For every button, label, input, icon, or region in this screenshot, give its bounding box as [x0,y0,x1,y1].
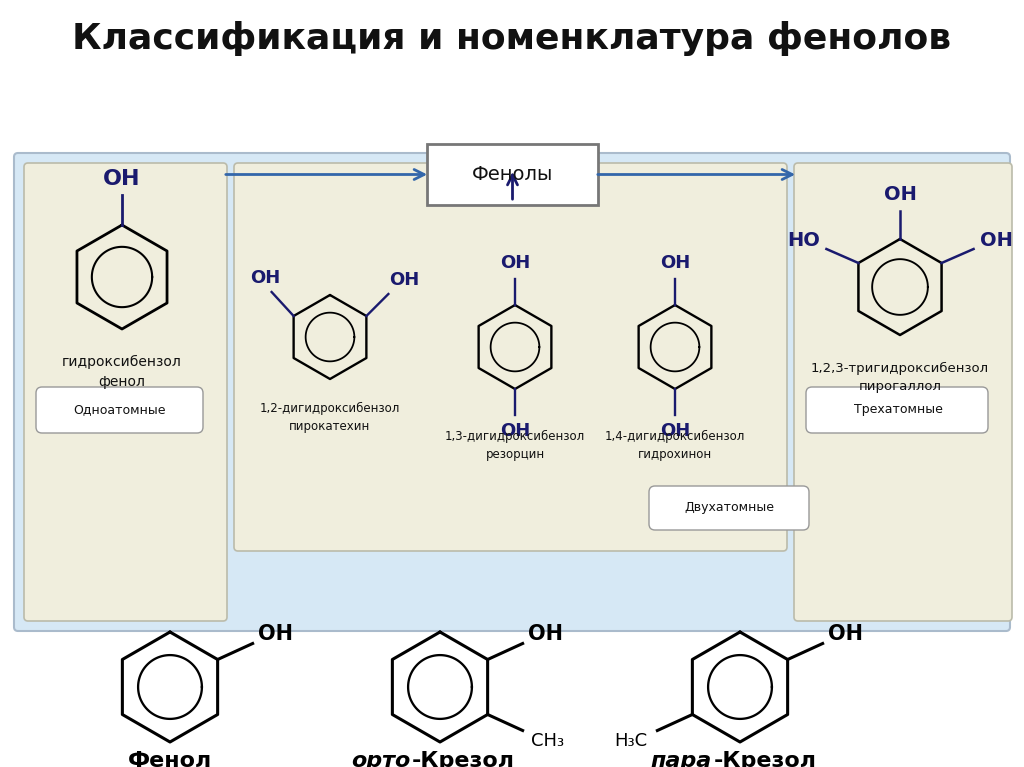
Text: -Крезол: -Крезол [412,751,515,767]
Text: CH₃: CH₃ [531,732,564,749]
Text: OH: OH [258,624,293,644]
Text: OH: OH [980,232,1013,251]
Text: Классификация и номенклатура фенолов: Классификация и номенклатура фенолов [73,21,951,57]
Text: -Крезол: -Крезол [714,751,817,767]
Text: 1,2-дигидроксибензол
пирокатехин: 1,2-дигидроксибензол пирокатехин [260,401,400,433]
FancyBboxPatch shape [806,387,988,433]
FancyBboxPatch shape [14,153,1010,631]
Text: 1,4-дигидроксибензол
гидрохинон: 1,4-дигидроксибензол гидрохинон [605,430,745,460]
FancyBboxPatch shape [234,163,787,551]
Text: OH: OH [528,624,563,644]
Text: OH: OH [251,269,281,287]
Text: OH: OH [103,169,140,189]
Text: OH: OH [828,624,863,644]
Text: OH: OH [884,186,916,205]
Text: орто: орто [351,751,410,767]
Text: HO: HO [787,232,820,251]
FancyBboxPatch shape [24,163,227,621]
Text: Одноатомные: Одноатомные [74,403,166,416]
Text: Двухатомные: Двухатомные [684,502,774,515]
Text: Трехатомные: Трехатомные [854,403,942,416]
Text: OH: OH [389,271,420,289]
Text: H₃C: H₃C [613,732,647,749]
Text: Фенолы: Фенолы [472,165,553,184]
Text: OH: OH [500,422,530,440]
Text: OH: OH [500,254,530,272]
Text: 1,2,3-тригидроксибензол
пирогаллол: 1,2,3-тригидроксибензол пирогаллол [811,361,989,393]
FancyBboxPatch shape [36,387,203,433]
FancyBboxPatch shape [794,163,1012,621]
Text: пара: пара [650,751,712,767]
FancyBboxPatch shape [649,486,809,530]
Text: гидроксибензол
фенол: гидроксибензол фенол [62,355,182,389]
Text: Фенол: Фенол [128,751,212,767]
Text: 1,3-дигидроксибензол
резорцин: 1,3-дигидроксибензол резорцин [444,430,585,460]
Text: OH: OH [659,422,690,440]
FancyBboxPatch shape [427,144,598,205]
Text: OH: OH [659,254,690,272]
